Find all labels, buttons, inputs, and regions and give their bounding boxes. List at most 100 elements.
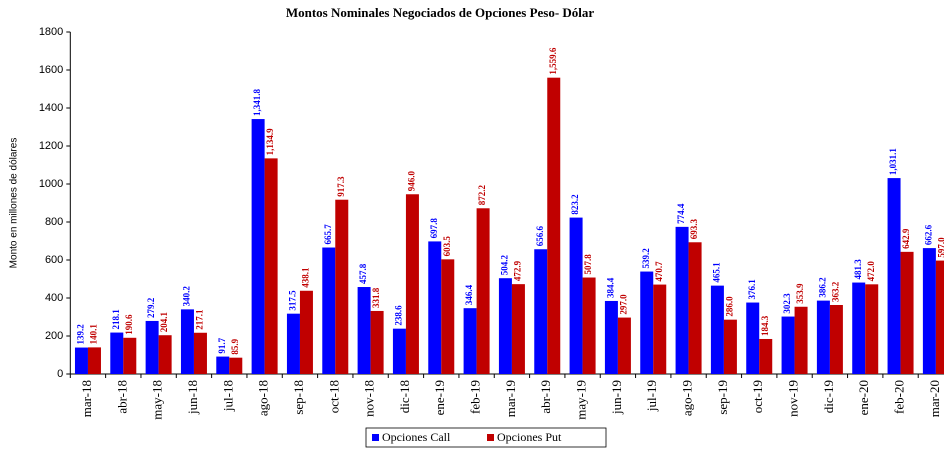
y-tick-label: 800 (45, 216, 63, 228)
value-label: 184.3 (760, 315, 770, 336)
y-tick-label: 1000 (39, 178, 63, 190)
y-tick-label: 600 (45, 254, 63, 266)
bar (710, 285, 724, 374)
bar (582, 277, 596, 374)
value-label: 140.1 (89, 324, 99, 345)
value-label: 386.2 (817, 277, 827, 298)
value-label: 457.8 (358, 263, 368, 284)
x-tick-label: may-19 (574, 380, 589, 420)
x-tick-label: ene-19 (432, 380, 447, 415)
value-label: 1,031.1 (888, 148, 898, 176)
bar (87, 347, 101, 374)
y-tick-label: 1600 (39, 64, 63, 76)
x-tick-label: may-18 (150, 380, 165, 420)
bar (746, 302, 760, 374)
y-tick-label: 400 (45, 292, 63, 304)
bar (370, 310, 384, 374)
y-tick-label: 1200 (39, 140, 63, 152)
value-label: 472.9 (512, 260, 522, 281)
value-label: 190.6 (124, 314, 134, 335)
value-label: 465.1 (711, 262, 721, 283)
value-label: 139.2 (76, 324, 86, 345)
value-label: 363.2 (830, 281, 840, 302)
value-label: 872.2 (477, 185, 487, 206)
value-label: 1,559.6 (548, 47, 558, 75)
value-label: 1,341.8 (252, 89, 262, 117)
bar (547, 77, 561, 375)
x-tick-label: jun-19 (609, 380, 624, 415)
bar (794, 306, 808, 374)
value-label: 539.2 (641, 248, 651, 269)
x-tick-label: abr-19 (538, 380, 553, 414)
legend (365, 427, 607, 448)
x-tick-label: feb-20 (892, 380, 907, 414)
y-tick-label: 200 (45, 330, 63, 342)
bar (534, 249, 548, 374)
bar (251, 119, 265, 374)
bar (900, 251, 914, 374)
value-label: 91.7 (217, 337, 227, 353)
value-label: 603.5 (442, 236, 452, 257)
bar (428, 241, 442, 374)
bar (405, 194, 419, 374)
value-label: 286.0 (724, 296, 734, 317)
bar (688, 242, 702, 374)
bar (781, 316, 795, 374)
value-label: 481.3 (853, 259, 863, 280)
value-label: 693.3 (689, 219, 699, 240)
value-label: 697.8 (429, 218, 439, 239)
value-label: 597.0 (936, 237, 944, 258)
x-tick-label: ago-19 (680, 380, 695, 416)
y-axis-label: Monto en millones de dólares (9, 138, 20, 269)
x-tick-label: oct-18 (326, 380, 341, 413)
x-tick-label: abr-18 (114, 380, 129, 414)
bar (463, 308, 477, 374)
value-label: 438.1 (301, 267, 311, 288)
bar (935, 260, 944, 374)
bar (74, 347, 88, 374)
bar (617, 317, 631, 374)
value-label: 204.1 (159, 311, 169, 332)
value-label: 946.0 (406, 171, 416, 192)
bar (653, 284, 667, 374)
bar (123, 337, 137, 374)
bar (604, 300, 618, 374)
bar (110, 332, 124, 374)
bar (441, 259, 455, 374)
value-label: 331.8 (371, 287, 381, 308)
value-label: 238.6 (393, 305, 403, 326)
value-label: 384.4 (605, 277, 615, 298)
x-tick-label: nov-18 (362, 380, 377, 417)
bar (511, 284, 525, 374)
legend-swatch (487, 434, 494, 441)
value-label: 353.9 (795, 283, 805, 304)
value-label: 917.3 (336, 176, 346, 197)
value-label: 317.5 (288, 290, 298, 311)
bar (569, 217, 583, 374)
value-label: 346.4 (464, 284, 474, 305)
y-tick-label: 1800 (39, 26, 63, 38)
bar (723, 319, 737, 374)
value-label: 642.9 (901, 228, 911, 249)
bar (335, 199, 349, 374)
x-tick-label: mar-20 (927, 380, 942, 417)
bar (829, 304, 843, 374)
bar (180, 309, 194, 374)
value-label: 470.7 (654, 261, 664, 282)
bar (392, 328, 406, 374)
legend-label: Opciones Call (382, 430, 451, 444)
value-label: 662.6 (923, 224, 933, 245)
value-label: 218.1 (111, 309, 121, 330)
value-label: 85.9 (230, 338, 240, 354)
value-label: 665.7 (323, 224, 333, 245)
bar (816, 300, 830, 374)
bar (865, 284, 879, 374)
value-label: 376.1 (747, 279, 757, 300)
bar (264, 158, 278, 374)
bar (675, 226, 689, 374)
legend-swatch (372, 434, 379, 441)
x-tick-label: feb-19 (468, 380, 483, 414)
value-label: 774.4 (676, 203, 686, 224)
bar (498, 278, 512, 374)
